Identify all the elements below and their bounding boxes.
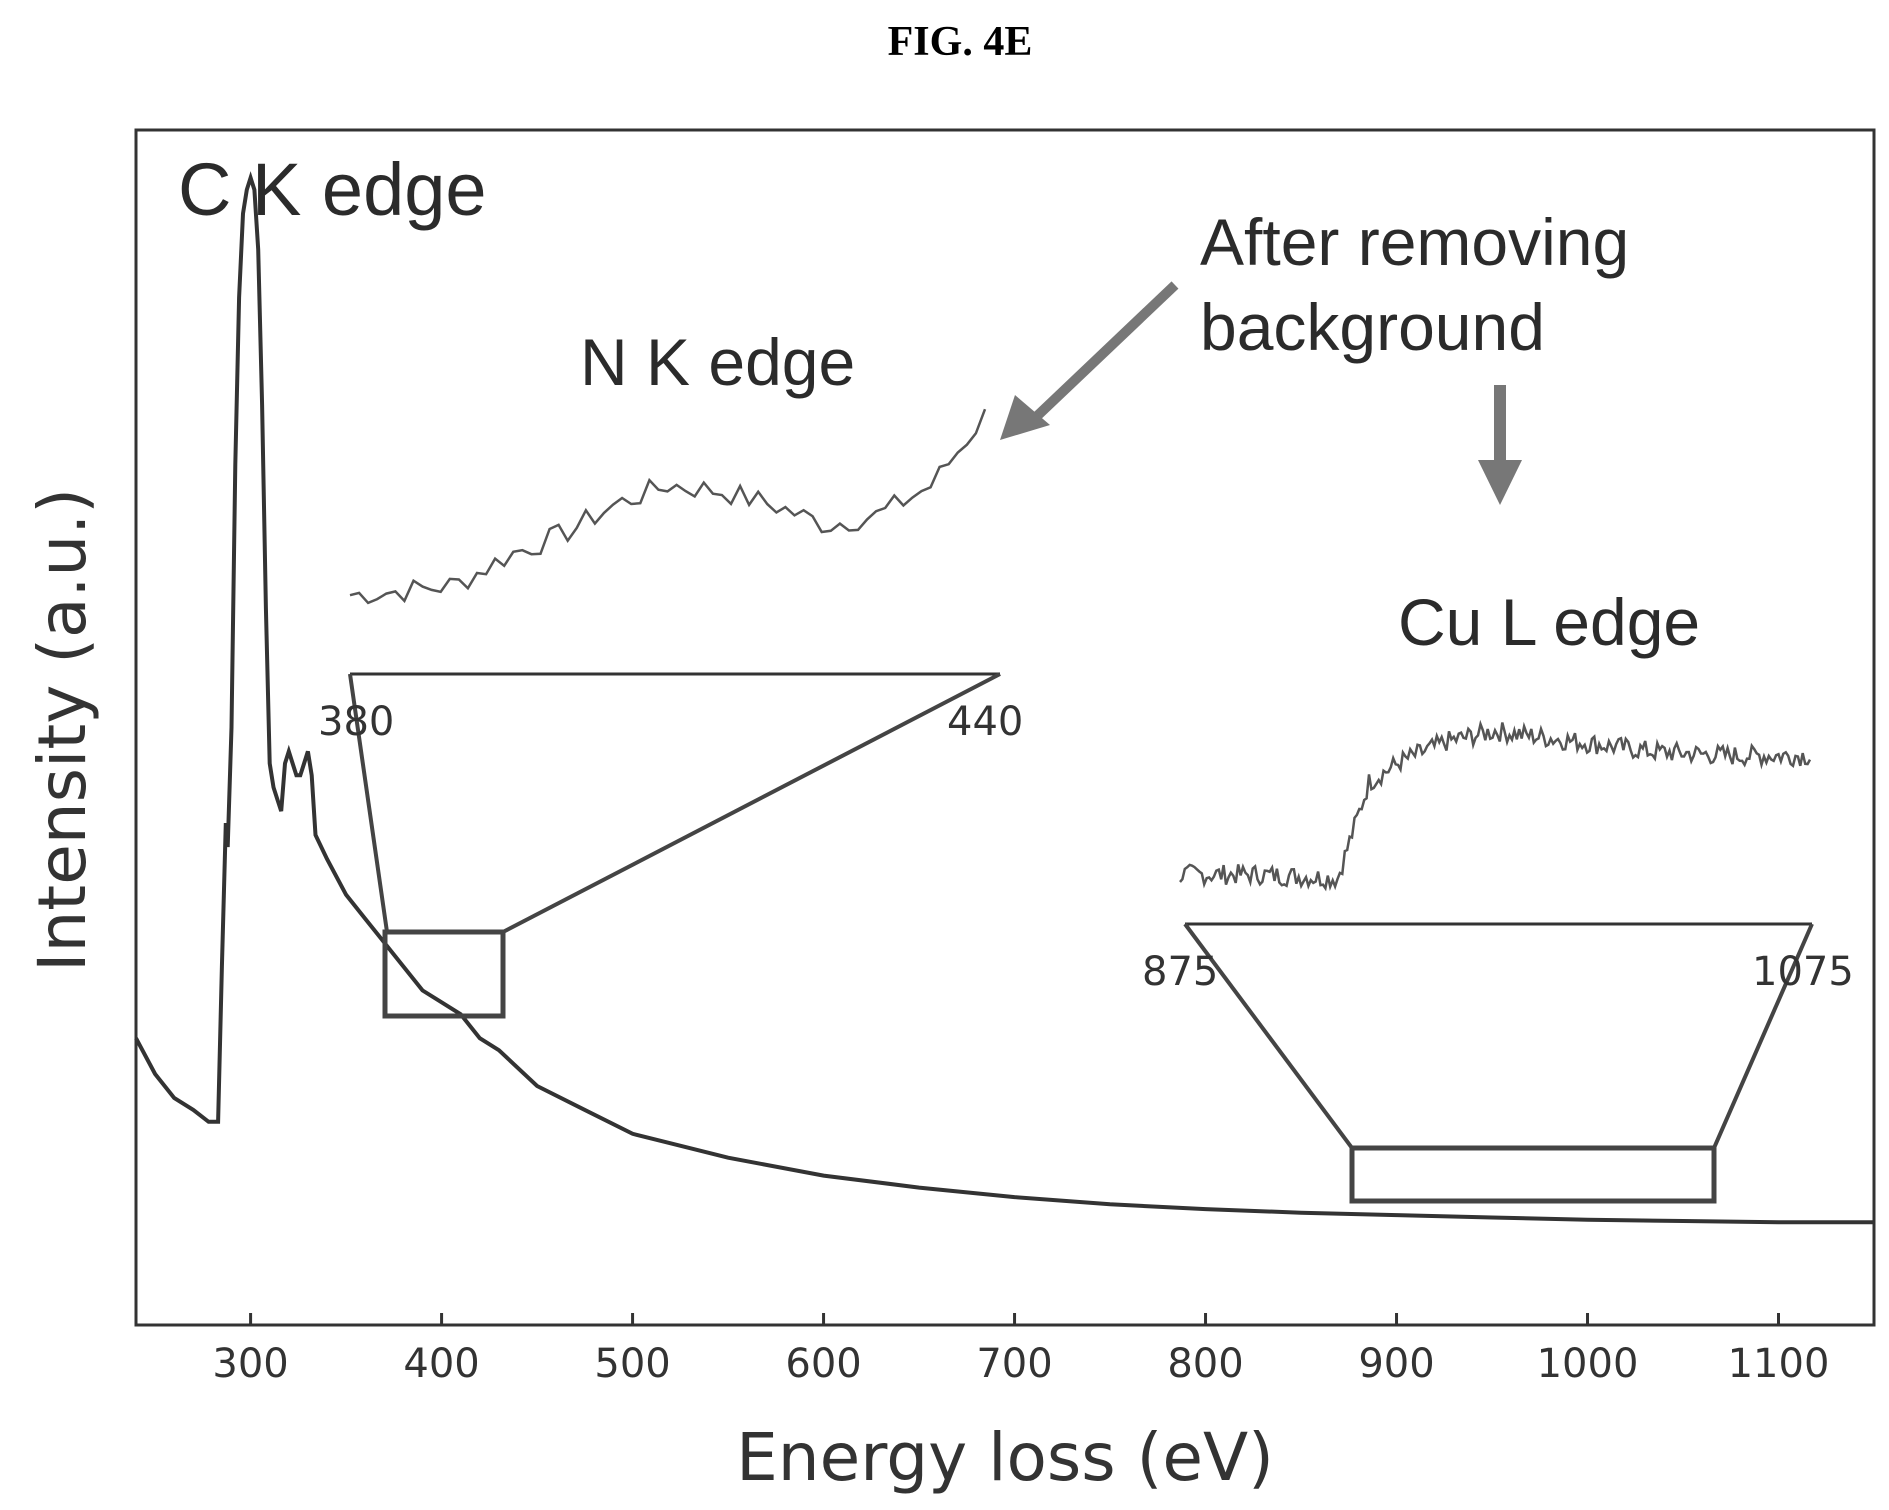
x-tick-label: 700 [976, 1341, 1052, 1387]
n-edge-zoom-line-right [502, 672, 1001, 934]
x-tick-label: 500 [594, 1341, 670, 1387]
x-tick-label: 600 [785, 1341, 861, 1387]
cu-edge-zoom-line-left [1183, 922, 1354, 1150]
after-removing-background-label: After removing background [1200, 205, 1648, 364]
spectrum-line [134, 171, 1874, 1225]
x-tick-label: 1100 [1728, 1341, 1830, 1387]
n-edge-zoom-box [382, 929, 506, 1019]
cu-edge-zoom-line-right [1712, 923, 1814, 1149]
cu-l-edge-label: Cu L edge [1398, 585, 1700, 659]
n-edge-range-start: 380 [318, 699, 394, 745]
n-edge-inset-line [349, 408, 987, 605]
cu-edge-inset-line [1179, 719, 1812, 892]
x-tick-label: 900 [1358, 1341, 1434, 1387]
n-k-edge-label: N K edge [580, 325, 855, 399]
arrow-to-cu-inset [1478, 385, 1522, 505]
x-axis: 300 400 500 600 700 800 900 1000 1100 [212, 1313, 1829, 1387]
cu-edge-range-start: 875 [1142, 949, 1218, 995]
x-tick-label: 300 [212, 1341, 288, 1387]
cu-edge-zoom-box [1349, 1145, 1717, 1204]
arrow-to-n-inset [1000, 281, 1179, 440]
c-k-edge-label: C K edge [178, 148, 487, 231]
x-tick-label: 400 [403, 1341, 479, 1387]
n-edge-range-end: 440 [947, 699, 1023, 745]
n-edge-zoom-line-left [348, 673, 389, 933]
plot-frame [134, 128, 1876, 1327]
figure-title: FIG. 4E [888, 19, 1033, 65]
x-tick-label: 800 [1167, 1341, 1243, 1387]
x-axis-label: Energy loss (eV) [736, 1419, 1274, 1496]
y-axis-label: Intensity (a.u.) [24, 488, 101, 972]
cu-edge-range-end: 1075 [1752, 949, 1854, 995]
x-tick-label: 1000 [1537, 1341, 1639, 1387]
